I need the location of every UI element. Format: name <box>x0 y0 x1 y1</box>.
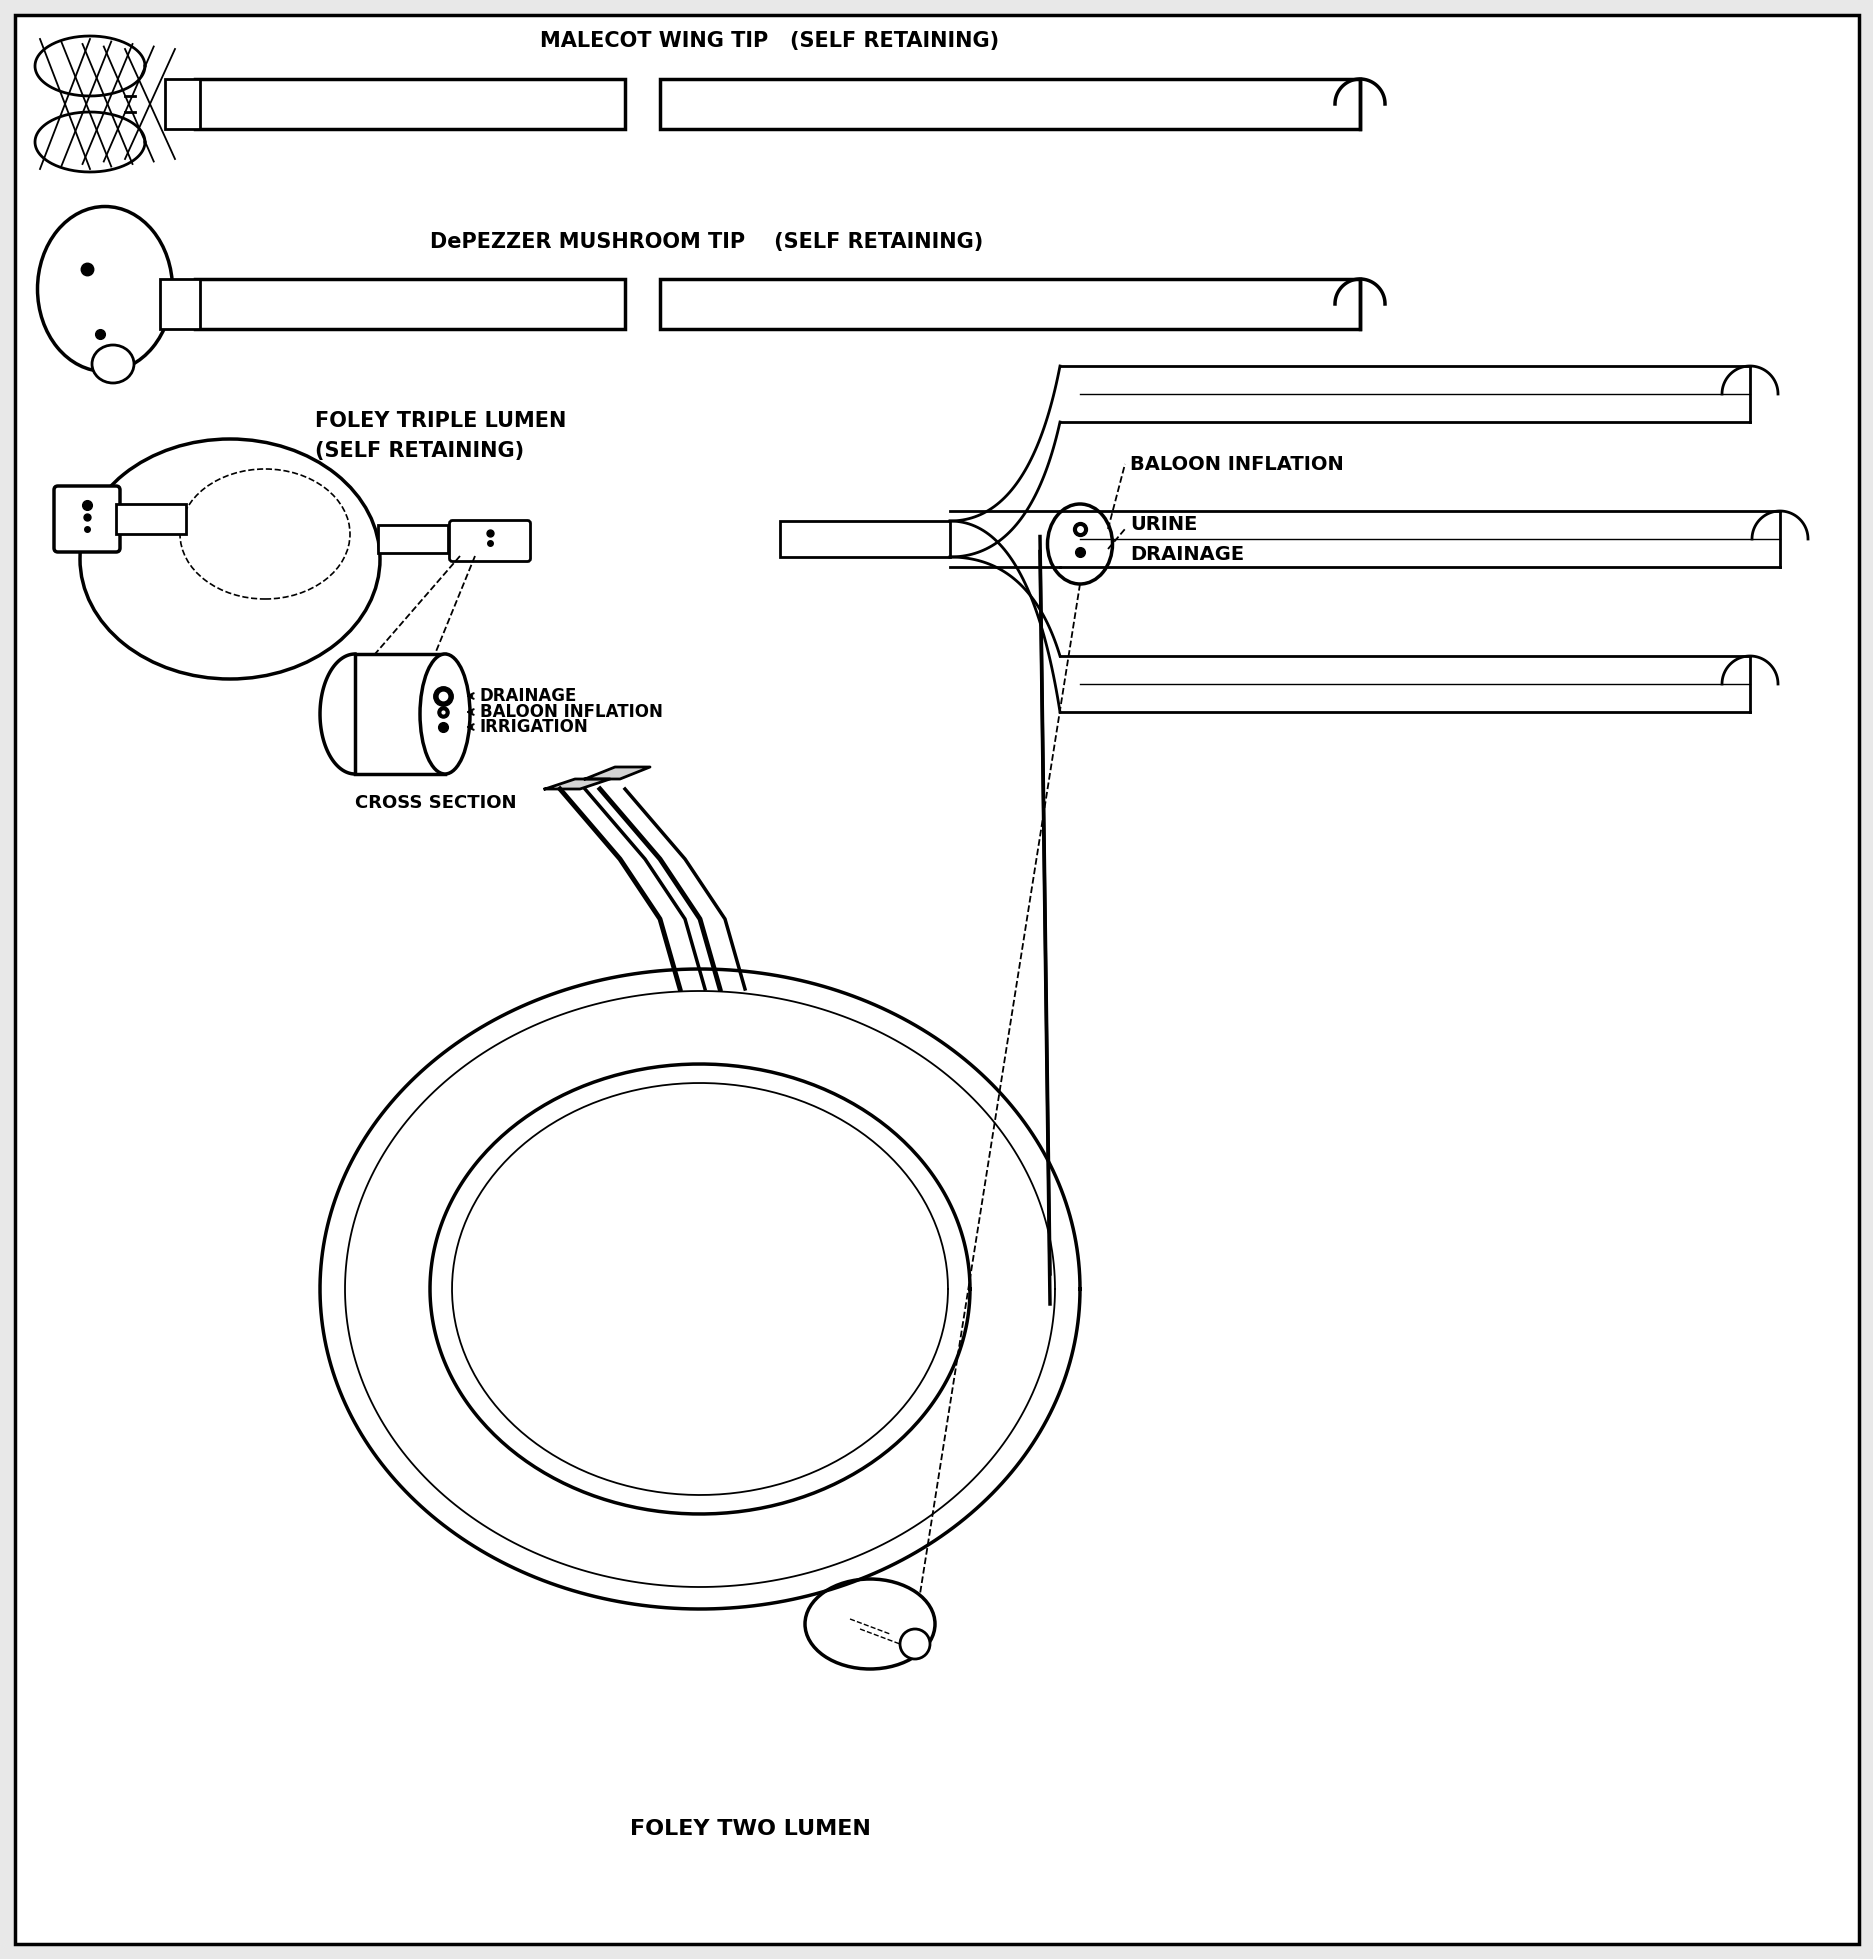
Bar <box>165 78 200 129</box>
Bar <box>195 78 626 129</box>
Text: FOLEY TWO LUMEN: FOLEY TWO LUMEN <box>629 1820 869 1840</box>
Text: MALECOT WING TIP   (SELF RETAINING): MALECOT WING TIP (SELF RETAINING) <box>539 31 998 51</box>
Bar <box>659 78 1360 129</box>
Ellipse shape <box>1047 503 1113 584</box>
Ellipse shape <box>37 206 172 372</box>
Text: BALOON INFLATION: BALOON INFLATION <box>479 703 663 721</box>
Circle shape <box>899 1630 929 1659</box>
Text: URINE: URINE <box>1129 515 1197 533</box>
Bar <box>354 654 444 774</box>
Text: DRAINAGE: DRAINAGE <box>1129 545 1244 564</box>
Text: DePEZZER MUSHROOM TIP    (SELF RETAINING): DePEZZER MUSHROOM TIP (SELF RETAINING) <box>429 231 983 253</box>
Ellipse shape <box>805 1579 935 1669</box>
Ellipse shape <box>420 654 470 774</box>
FancyBboxPatch shape <box>54 486 120 552</box>
Text: (SELF RETAINING): (SELF RETAINING) <box>315 441 524 460</box>
Polygon shape <box>584 768 650 780</box>
Text: DRAINAGE: DRAINAGE <box>479 688 577 705</box>
Bar <box>659 278 1360 329</box>
Text: IRRIGATION: IRRIGATION <box>479 719 588 737</box>
Text: BALOON INFLATION: BALOON INFLATION <box>1129 454 1343 474</box>
Bar <box>116 503 185 535</box>
Bar <box>195 278 626 329</box>
Bar <box>159 278 200 329</box>
Bar <box>779 521 950 556</box>
Text: FOLEY TRIPLE LUMEN: FOLEY TRIPLE LUMEN <box>315 411 566 431</box>
Text: CROSS SECTION: CROSS SECTION <box>354 793 517 811</box>
FancyBboxPatch shape <box>450 521 530 562</box>
Ellipse shape <box>92 345 135 384</box>
Ellipse shape <box>81 439 380 680</box>
Polygon shape <box>545 780 611 789</box>
Bar <box>378 525 448 552</box>
